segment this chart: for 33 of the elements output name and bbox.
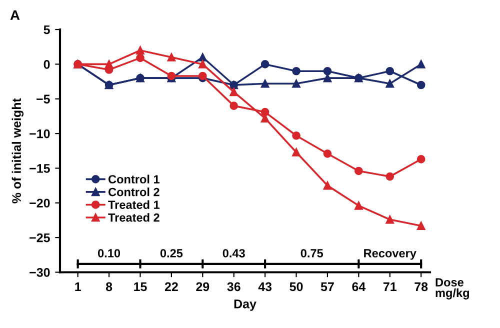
y-tick-label: −30 (30, 268, 50, 277)
x-tick-label: 57 (320, 282, 334, 292)
annotation: 0.43 (222, 249, 245, 258)
x-axis-title: Day (234, 300, 256, 311)
x-tick-label: 29 (196, 282, 210, 292)
annotation: 0.25 (160, 249, 183, 258)
x-tick-label: 71 (383, 282, 396, 292)
y-tick-label: −10 (30, 129, 50, 138)
x-tick-label: 36 (227, 282, 240, 292)
y-tick-label: 5 (44, 25, 50, 34)
y-tick-label: −15 (30, 164, 50, 173)
x-tick-label: 8 (106, 282, 112, 292)
y-tick-label: 0 (44, 60, 50, 69)
annotation: Recovery (364, 249, 416, 260)
x-tick-label: 22 (164, 282, 178, 292)
x-tick-label: 43 (258, 282, 272, 292)
legend-label: Control 1 (108, 174, 160, 184)
annotation: 0.10 (98, 249, 120, 258)
legend-label: Treated 2 (108, 213, 160, 222)
x-tick-label: 15 (134, 282, 147, 292)
x-tick-label: 78 (414, 282, 428, 292)
y-tick-label: −20 (30, 198, 50, 208)
x-tick-label: 1 (75, 282, 81, 292)
text: Dose mg/kg (436, 278, 469, 300)
annotation: 0.75 (300, 249, 324, 258)
x-tick-label: 50 (290, 282, 303, 292)
legend-label: Treated 1 (108, 200, 160, 209)
text: A (10, 10, 20, 20)
y-tick-label: −25 (30, 233, 50, 242)
legend-label: Control 2 (108, 188, 160, 196)
y-tick-label: −5 (36, 94, 50, 104)
y-axis-title: % of initial weight (12, 98, 24, 204)
x-tick-label: 64 (352, 282, 366, 292)
